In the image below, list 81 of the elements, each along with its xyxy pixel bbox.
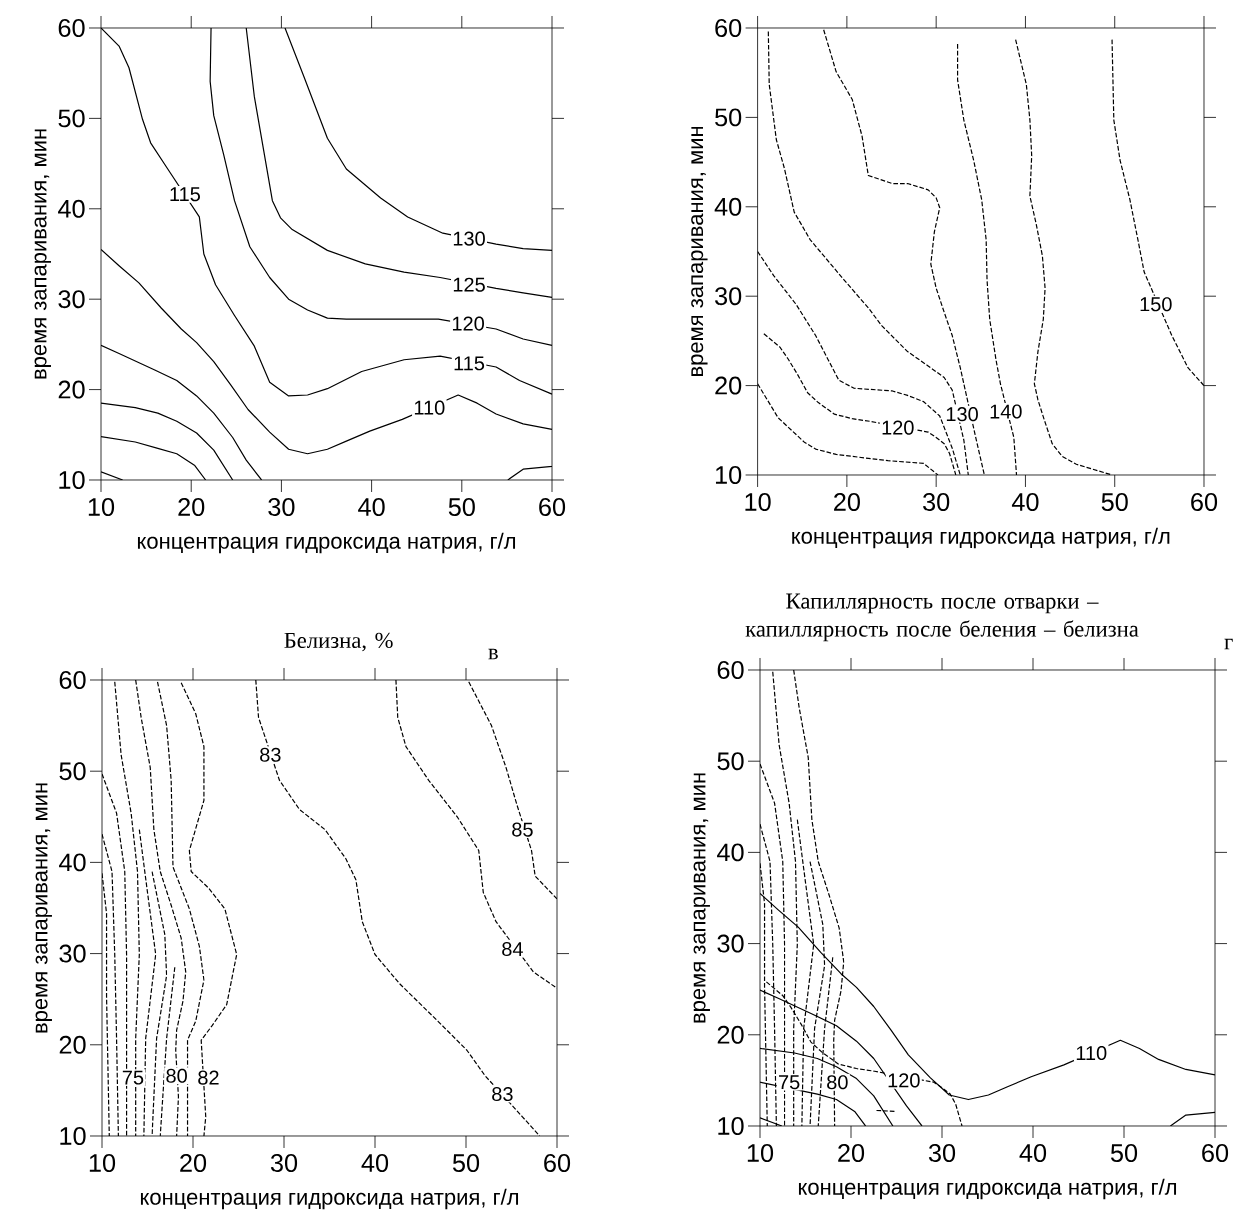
annotation: 130: [946, 407, 978, 422]
x-tick-label: 20: [180, 1154, 207, 1172]
x-tick-label: 60: [539, 498, 566, 516]
annotation: 120: [888, 1073, 920, 1088]
x-tick-label: 10: [88, 498, 115, 516]
annotation: 83: [260, 747, 281, 762]
y-tick-label: 10: [718, 1117, 744, 1135]
annotation: 150: [1140, 297, 1172, 312]
x-tick-label: 30: [928, 1144, 956, 1162]
annotation: 140: [990, 404, 1022, 419]
y-tick-label: 10: [59, 471, 85, 489]
annotation: 82: [198, 1070, 219, 1085]
x-tick-label: 20: [838, 1144, 865, 1162]
x-tick-label: 20: [834, 493, 860, 511]
x-axis-title: концентрация гидроксида натрия, г/л: [140, 1188, 519, 1210]
x-tick-label: 10: [747, 1144, 774, 1162]
x-tick-label: 60: [1202, 1144, 1229, 1162]
y-tick-label: 50: [715, 108, 742, 127]
annotation: 110: [414, 400, 445, 415]
x-tick-label: 30: [270, 1154, 298, 1172]
x-tick-label: 40: [1011, 493, 1039, 511]
x-tick-label: 60: [1191, 493, 1218, 511]
annotation: 130: [453, 231, 485, 246]
y-tick-label: 50: [59, 762, 86, 781]
annotation: 120: [882, 420, 914, 435]
y-tick-label: 20: [717, 1025, 744, 1044]
x-tick-label: 10: [89, 1154, 116, 1172]
annotation: 75: [122, 1070, 144, 1085]
annotation: 110: [1076, 1045, 1107, 1061]
y-tick-label: 50: [717, 752, 744, 771]
y-axis-title: время запаривания, мин: [35, 783, 52, 1033]
y-tick-label: 20: [59, 1035, 86, 1054]
y-tick-label: 10: [715, 466, 742, 484]
y-tick-label: 20: [58, 380, 85, 399]
x-tick-label: 30: [923, 493, 950, 511]
y-tick-label: 40: [717, 843, 744, 862]
chart-title: Капиллярность после отварки – капиллярность после беления – белизна: [745, 593, 1139, 642]
x-tick-label: 50: [1110, 1144, 1138, 1162]
x-tick-label: 50: [1101, 493, 1128, 511]
chart-title: Белизна, %: [284, 632, 393, 652]
x-axis-title: концентрация гидроксида натрия, г/л: [137, 532, 516, 554]
annotation: 75: [779, 1075, 800, 1090]
x-tick-label: 60: [544, 1154, 571, 1172]
y-tick-label: 30: [715, 287, 742, 306]
y-axis-title: время запаривания, мин: [691, 126, 708, 377]
x-tick-label: 50: [452, 1154, 480, 1172]
annotation: 125: [453, 277, 485, 292]
y-tick-label: 10: [60, 1127, 86, 1145]
annotation: 120: [452, 316, 484, 331]
x-axis-title: концентрация гидроксида натрия, г/л: [792, 527, 1170, 549]
x-tick-label: 40: [1019, 1144, 1047, 1162]
y-tick-label: 30: [59, 944, 86, 963]
x-tick-label: 20: [178, 498, 205, 516]
annotation: 83: [492, 1086, 513, 1102]
y-tick-label: 40: [714, 197, 742, 216]
x-axis-title: концентрация гидроксида натрия, г/л: [798, 1178, 1177, 1200]
text: в: [488, 648, 498, 660]
annotation: 80: [166, 1068, 187, 1083]
y-tick-label: 40: [58, 199, 85, 218]
y-axis-title: время запаривания, мин: [34, 129, 51, 379]
x-tick-label: 10: [745, 493, 771, 511]
annotation: 80: [827, 1075, 848, 1090]
y-tick-label: 20: [715, 376, 742, 395]
y-tick-label: 30: [58, 290, 85, 309]
y-tick-label: 60: [58, 19, 85, 37]
x-tick-label: 50: [448, 498, 475, 516]
y-tick-label: 40: [59, 853, 86, 872]
annotation: 115: [170, 187, 200, 202]
x-tick-label: 30: [268, 498, 295, 516]
annotation: 85: [512, 822, 533, 837]
text: г: [1224, 638, 1233, 650]
y-tick-label: 60: [717, 661, 744, 679]
y-axis-title: время запаривания, мин: [693, 773, 710, 1023]
y-tick-label: 60: [715, 19, 742, 37]
annotation: 115: [454, 356, 485, 371]
y-tick-label: 30: [717, 934, 744, 953]
x-tick-label: 40: [358, 498, 385, 516]
y-tick-label: 60: [59, 671, 86, 689]
x-tick-label: 40: [361, 1154, 389, 1172]
y-tick-label: 50: [58, 109, 85, 128]
annotation: 84: [502, 941, 523, 957]
